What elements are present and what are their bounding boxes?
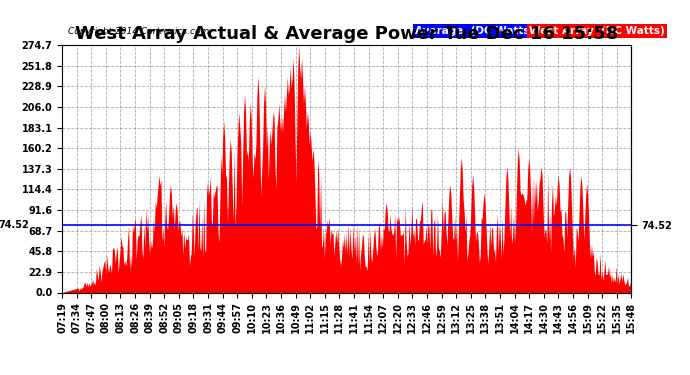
Text: Average  (DC Watts): Average (DC Watts) [415, 26, 535, 36]
Text: Copyright 2014 Cartronics.com: Copyright 2014 Cartronics.com [68, 27, 209, 36]
Text: West Array  (DC Watts): West Array (DC Watts) [529, 26, 664, 36]
Text: 74.52: 74.52 [0, 220, 29, 230]
Title: West Array Actual & Average Power Tue Dec 16 15:58: West Array Actual & Average Power Tue De… [75, 26, 618, 44]
